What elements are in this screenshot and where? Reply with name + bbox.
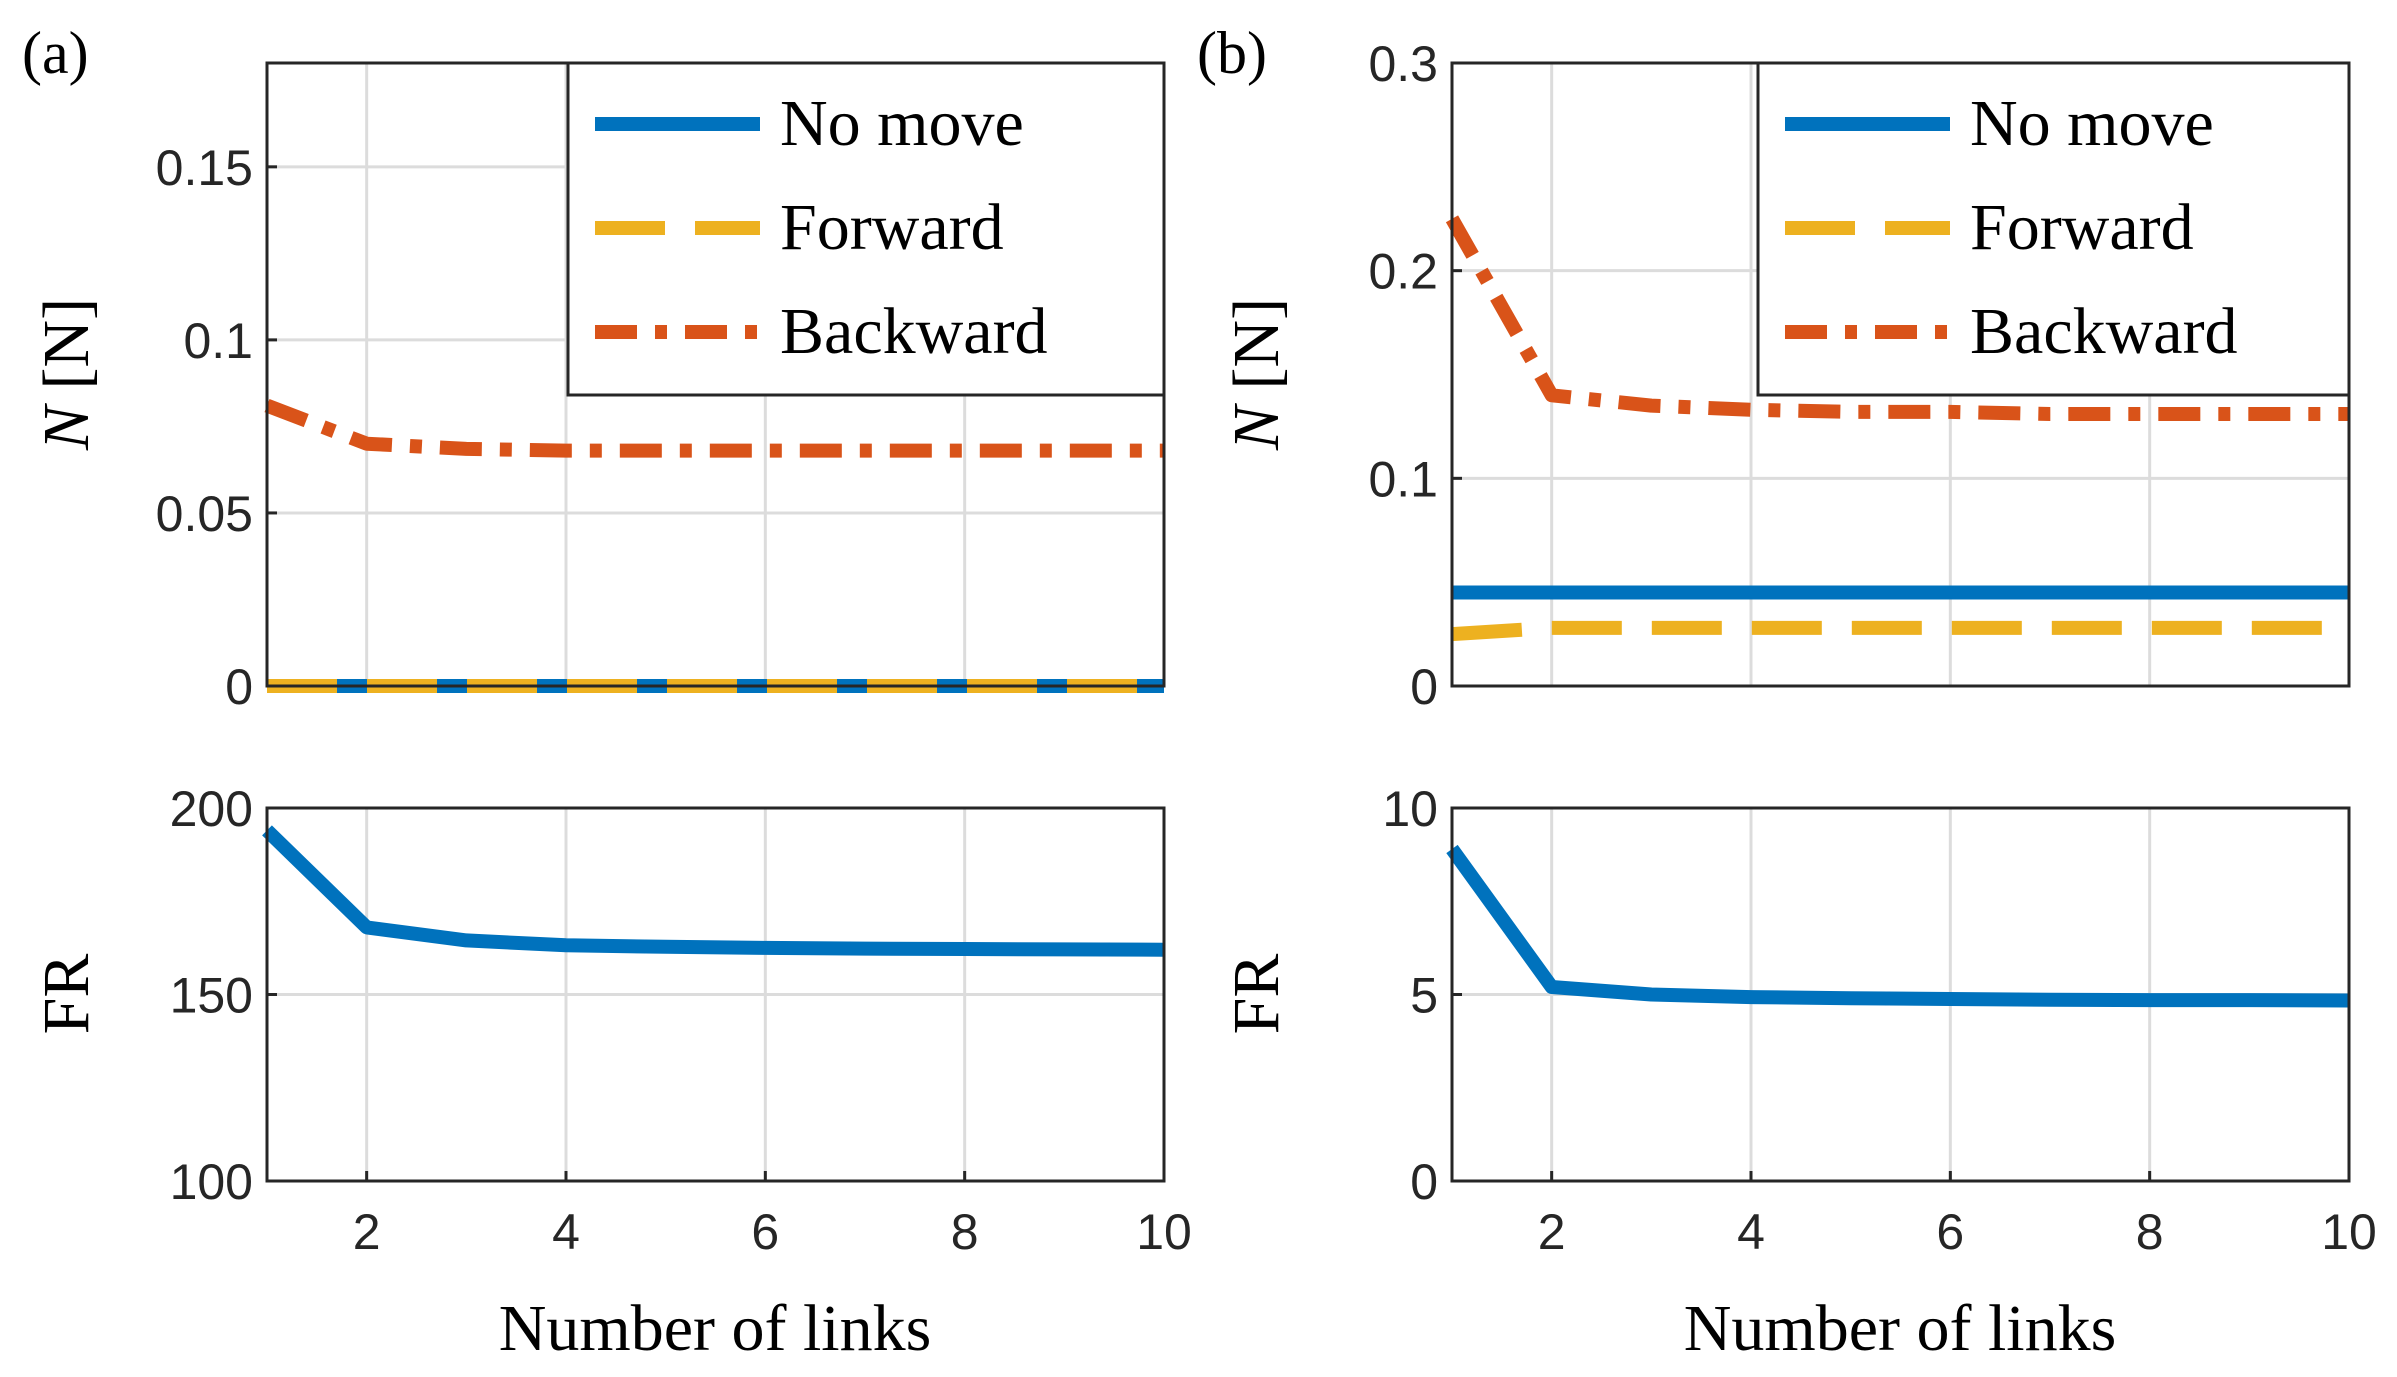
p1-y-tick-label: 150 xyxy=(170,968,253,1024)
panel-b-x-axis-title: Number of links xyxy=(1684,1292,2117,1365)
p3-y-tick-label: 10 xyxy=(1382,781,1438,837)
p0-y-tick-label: 0.15 xyxy=(156,140,253,196)
panel-a-bottom-y-axis-title: FR xyxy=(30,954,103,1035)
p3-x-tick-label: 8 xyxy=(2136,1204,2164,1260)
legend-a-forward: Forward xyxy=(780,191,1004,264)
p3-x-tick-label: 10 xyxy=(2321,1204,2377,1260)
p2-series-forward-line xyxy=(1451,620,2349,642)
p1-y-tick-label: 200 xyxy=(170,781,253,837)
panel-a-legend: No move Forward Backward xyxy=(566,61,1166,397)
legend-a-no-move: No move xyxy=(780,87,1024,160)
p2-y-tick-label: 0 xyxy=(1410,659,1438,715)
p1-x-tick-label: 10 xyxy=(1136,1204,1192,1260)
p1-series-fr-line xyxy=(262,825,1165,957)
panel-a-bottom-axes: 100 150 200 2 4 6 8 10 xyxy=(170,781,1192,1260)
p1-x-tick-label: 8 xyxy=(951,1204,979,1260)
panel-b-top-y-axis-title: N [N] xyxy=(1220,298,1293,451)
p3-y-tick-label: 0 xyxy=(1410,1154,1438,1210)
p1-x-tick-label: 2 xyxy=(353,1204,381,1260)
panel-b-bottom-y-axis-title: FR xyxy=(1220,954,1293,1035)
p2-y-tick-label: 0.2 xyxy=(1368,244,1438,300)
p1-y-tick-label: 100 xyxy=(170,1154,253,1210)
legend-b-forward: Forward xyxy=(1970,191,2194,264)
p1-x-tick-label: 6 xyxy=(751,1204,779,1260)
p0-series-backward-line xyxy=(264,399,1164,458)
p2-y-tick-label: 0.1 xyxy=(1368,451,1438,507)
p1-x-tick-label: 4 xyxy=(552,1204,580,1260)
panel-b-ylabel-unit: [N] xyxy=(1220,298,1293,390)
legend-a-backward: Backward xyxy=(780,295,1048,368)
legend-b-no-move: No move xyxy=(1970,87,2214,160)
p3-y-tick-label: 5 xyxy=(1410,968,1438,1024)
panel-a-ylabel-var: N xyxy=(30,402,103,451)
p3-series-fr-line xyxy=(1446,844,2350,1008)
panel-b-bottom-axes: 0 5 10 2 4 6 8 10 xyxy=(1382,781,2376,1260)
panel-a-top-y-axis-title: N [N] xyxy=(30,298,103,451)
p3-x-tick-label: 6 xyxy=(1936,1204,1964,1260)
panel-b-label: (b) xyxy=(1197,20,1267,86)
panel-b-legend: No move Forward Backward xyxy=(1756,61,2351,397)
p0-y-tick-label: 0.1 xyxy=(183,313,253,369)
panel-a-ylabel-unit: [N] xyxy=(30,298,103,390)
p2-y-tick-label: 0.3 xyxy=(1368,36,1438,92)
p2-series-backward-line xyxy=(1445,215,2349,421)
p0-y-tick-label: 0.05 xyxy=(156,486,253,542)
panel-a-x-axis-title: Number of links xyxy=(499,1292,932,1365)
panel-b-ylabel-var: N xyxy=(1220,402,1293,451)
legend-b-backward: Backward xyxy=(1970,295,2238,368)
p3-x-tick-label: 4 xyxy=(1737,1204,1765,1260)
p0-y-tick-label: 0 xyxy=(225,659,253,715)
p3-x-tick-label: 2 xyxy=(1538,1204,1566,1260)
panel-a-label: (a) xyxy=(22,20,89,86)
